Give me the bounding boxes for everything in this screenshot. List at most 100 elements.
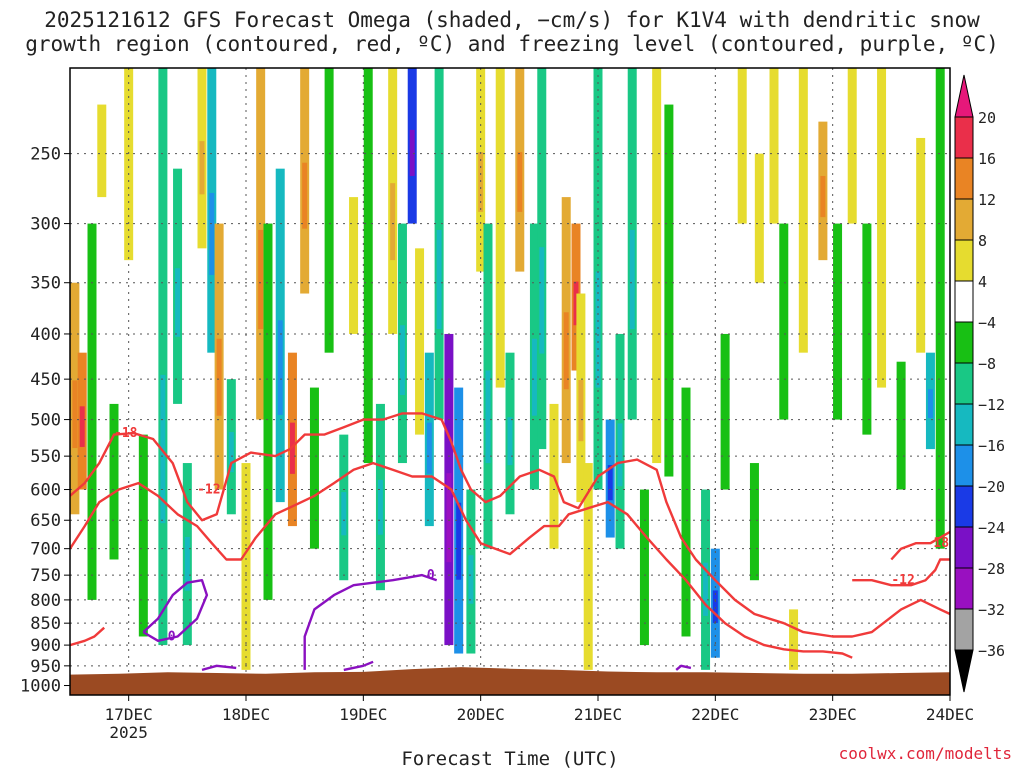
colorbar-swatch xyxy=(954,485,974,528)
contour-line xyxy=(70,626,106,647)
omega-band-core xyxy=(595,271,601,388)
x-tick-label: 21DEC xyxy=(574,705,622,724)
omega-band xyxy=(97,104,107,198)
omega-band xyxy=(833,223,843,420)
omega-band-core xyxy=(578,379,584,442)
omega-band-core xyxy=(456,502,462,580)
omega-band xyxy=(749,463,759,581)
colorbar-label: 4 xyxy=(978,273,987,291)
omega-band xyxy=(415,248,425,435)
terrain-fill xyxy=(70,667,950,695)
omega-band-core xyxy=(517,152,523,212)
omega-band-core xyxy=(79,406,85,447)
omega-band xyxy=(495,68,505,388)
contour-label: 0 xyxy=(168,629,176,644)
colorbar-label: −28 xyxy=(978,560,1005,578)
colorbar-label: −12 xyxy=(978,396,1005,414)
omega-band xyxy=(737,68,747,224)
omega-band-core xyxy=(175,268,181,337)
colorbar-swatch xyxy=(954,116,974,159)
omega-band-core xyxy=(485,370,491,464)
omega-band-core xyxy=(712,590,718,623)
contour-label: -18 xyxy=(926,536,950,551)
colorbar-label: 12 xyxy=(978,191,996,209)
contour-line xyxy=(852,558,950,587)
omega-band xyxy=(664,104,674,477)
omega-band xyxy=(363,68,373,464)
y-tick-label: 950 xyxy=(30,657,61,677)
omega-band xyxy=(916,137,926,353)
omega-band xyxy=(754,153,764,283)
omega-band xyxy=(779,223,789,420)
contour-label: -18 xyxy=(114,426,138,441)
omega-band-core xyxy=(703,562,709,616)
omega-band xyxy=(109,403,119,560)
omega-band-core xyxy=(507,417,513,466)
omega-band-core xyxy=(409,129,415,176)
chart-title-line-1: 2025121612 GFS Forecast Omega (shaded, −… xyxy=(44,8,980,32)
y-tick-label: 500 xyxy=(30,411,61,431)
omega-band xyxy=(862,223,872,435)
omega-band xyxy=(681,387,691,637)
colorbar-swatch xyxy=(954,567,974,610)
y-tick-label: 750 xyxy=(30,566,61,586)
y-tick-label: 700 xyxy=(30,540,61,560)
omega-band-core xyxy=(209,192,215,275)
omega-band xyxy=(896,361,906,490)
x-tick-label: 18DEC xyxy=(222,705,270,724)
omega-band xyxy=(639,489,649,646)
contour-line xyxy=(70,412,950,638)
colorbar-label: 16 xyxy=(978,150,996,168)
omega-band xyxy=(124,68,134,261)
omega-band xyxy=(349,197,359,334)
credit-text[interactable]: coolwx.com/modelts xyxy=(838,744,1012,763)
x-tick-label: 22DEC xyxy=(691,705,739,724)
omega-band-core xyxy=(531,338,537,416)
omega-band-core xyxy=(607,465,613,501)
omega-band-core xyxy=(426,422,432,474)
y-tick-label: 1000 xyxy=(20,677,61,697)
contour-label: -12 xyxy=(891,573,914,588)
omega-band xyxy=(263,223,273,600)
y-tick-label: 900 xyxy=(30,636,61,656)
colorbar-bottom-arrow xyxy=(954,649,974,693)
omega-band-core xyxy=(468,555,474,604)
omega-band-core xyxy=(258,229,264,330)
contour-line xyxy=(201,664,237,672)
x-tick-label: 17DEC xyxy=(105,705,153,724)
y-tick-label: 650 xyxy=(30,511,61,531)
omega-band xyxy=(798,68,808,353)
omega-band xyxy=(583,463,593,670)
omega-band-core xyxy=(617,423,623,487)
omega-band-core xyxy=(927,389,933,419)
omega-band xyxy=(847,68,857,224)
y-tick-label: 800 xyxy=(30,591,61,611)
colorbar-swatch xyxy=(954,321,974,364)
colorbar-label: −20 xyxy=(978,478,1005,496)
omega-band-core xyxy=(216,338,222,416)
colorbar-swatch xyxy=(954,157,974,200)
omega-band-core xyxy=(573,281,579,326)
omega-band-core xyxy=(390,183,396,261)
omega-band-core xyxy=(277,320,283,415)
contour-label: -12 xyxy=(197,483,220,498)
contour-line xyxy=(890,530,950,561)
colorbar-swatch xyxy=(954,280,974,323)
colorbar-swatch xyxy=(954,608,974,651)
omega-band-core xyxy=(563,312,569,390)
y-tick-label: 550 xyxy=(30,447,61,467)
contour-line xyxy=(303,573,438,670)
chart-title-line-2: growth region (contoured, red, ºC) and f… xyxy=(25,32,999,56)
colorbar-label: −4 xyxy=(978,314,996,332)
colorbar-label: −24 xyxy=(978,519,1005,537)
contour-line xyxy=(675,664,692,671)
colorbar-swatch xyxy=(954,526,974,569)
y-tick-label: 400 xyxy=(30,325,61,345)
omega-band-core xyxy=(228,432,234,473)
colorbar-label: −16 xyxy=(978,437,1005,455)
omega-band xyxy=(138,434,148,637)
x-year-label: 2025 xyxy=(109,723,148,742)
colorbar-label: −36 xyxy=(978,642,1005,660)
colorbar-label: −8 xyxy=(978,355,996,373)
